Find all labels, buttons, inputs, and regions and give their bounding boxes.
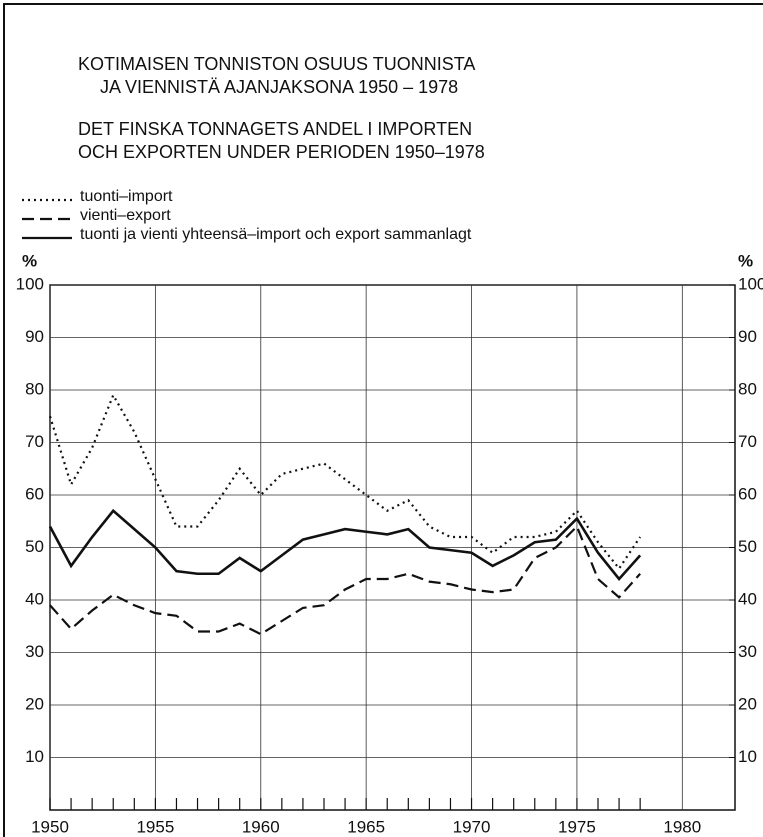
y-tick-label: 40 (25, 589, 44, 608)
x-tick-label: 1970 (453, 817, 491, 836)
y-tick-label: 80 (25, 379, 44, 398)
y-tick-label: 30 (25, 642, 44, 661)
y2-tick-label: 10 (738, 747, 757, 766)
y2-tick-label: 50 (738, 537, 757, 556)
y2-tick-label: 20 (738, 694, 757, 713)
y-axis-label: % (22, 251, 37, 270)
series-line (48, 508, 642, 582)
y-tick-label: 90 (25, 327, 44, 346)
y-tick-label: 100 (16, 274, 44, 293)
y2-axis-label: % (738, 251, 753, 270)
x-tick-label: 1950 (31, 817, 69, 836)
y2-tick-label: 80 (738, 379, 757, 398)
y2-tick-label: 90 (738, 327, 757, 346)
series-line (49, 524, 641, 636)
subtitle-line: OCH EXPORTEN UNDER PERIODEN 1950–1978 (78, 142, 485, 162)
x-tick-label: 1965 (347, 817, 385, 836)
y-tick-label: 20 (25, 694, 44, 713)
y-tick-label: 70 (25, 432, 44, 451)
subtitle-line: DET FINSKA TONNAGETS ANDEL I IMPORTEN (78, 119, 472, 139)
y2-tick-label: 60 (738, 484, 757, 503)
x-tick-label: 1955 (136, 817, 174, 836)
legend-label: tuonti–import (80, 188, 173, 205)
frame (3, 3, 763, 837)
title-line: KOTIMAISEN TONNISTON OSUUS TUONNISTA (78, 54, 475, 74)
y-tick-label: 60 (25, 484, 44, 503)
y2-tick-label: 30 (738, 642, 757, 661)
y2-tick-label: 40 (738, 589, 757, 608)
y-tick-label: 10 (25, 747, 44, 766)
x-tick-label: 1975 (558, 817, 596, 836)
x-tick-label: 1980 (663, 817, 701, 836)
y2-tick-label: 70 (738, 432, 757, 451)
series-line (48, 392, 642, 571)
title-line: JA VIENNISTÄ AJANJAKSONA 1950 – 1978 (100, 77, 458, 97)
x-tick-label: 1960 (242, 817, 280, 836)
y2-tick-label: 100 (738, 274, 763, 293)
y-tick-label: 50 (25, 537, 44, 556)
legend-label: tuonti ja vienti yhteensä–import och exp… (80, 226, 472, 243)
legend-label: vienti–export (80, 207, 171, 224)
